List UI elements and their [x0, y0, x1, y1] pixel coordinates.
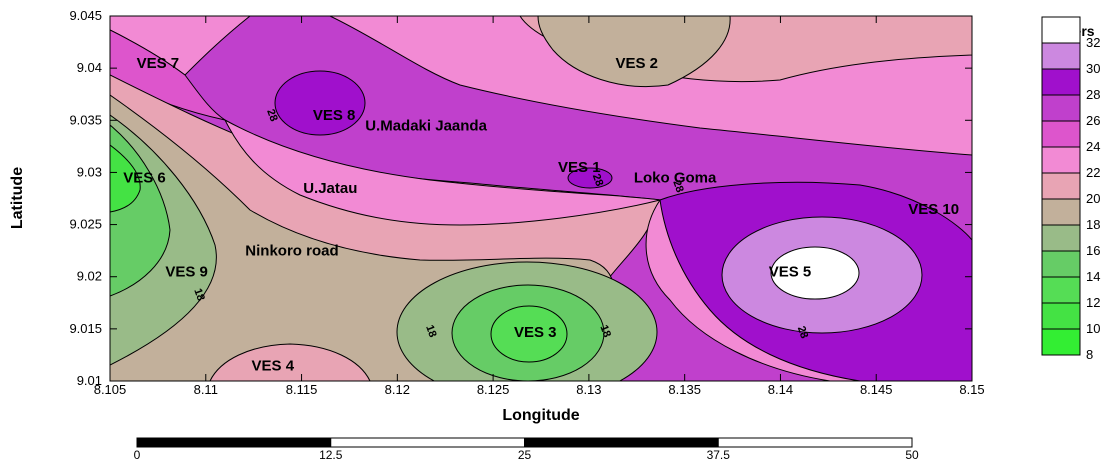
legend-swatch [1041, 250, 1081, 278]
contour-band-12-w [110, 144, 141, 213]
contour-band-32-e [770, 246, 860, 300]
x-tick-label: 8.14 [768, 382, 793, 397]
place-label: Loko Goma [634, 170, 717, 187]
plot-frame [109, 15, 973, 382]
legend-level-label: 32 [1086, 35, 1100, 50]
place-labels: VES 7 VES 2 VES 8 U.Madaki Jaanda VES 1 Loko … [123, 55, 959, 374]
legend-level-label: 18 [1086, 217, 1100, 232]
scale-bar-label: 37.5 [707, 448, 731, 461]
legend-swatch [1041, 224, 1081, 252]
y-tick-label: 9.02 [77, 269, 102, 284]
legend-level-label: 10 [1086, 321, 1100, 336]
contour-band-28-c [567, 167, 613, 189]
x-tick-label: 8.15 [959, 382, 984, 397]
scale-bar-label: 12.5 [319, 448, 343, 461]
legend-swatch [1041, 120, 1081, 148]
x-axis: 8.105 8.11 8.115 8.12 8.125 8.13 8.135 8.14 8.14… [94, 16, 985, 397]
x-axis-title: Longitude [502, 407, 579, 424]
place-label: VES 6 [123, 170, 166, 187]
y-axis-title: Latitude [9, 167, 26, 229]
scale-bar: 0 12.5 25 37.5 50 [134, 437, 919, 461]
legend-swatch [1041, 302, 1081, 330]
legend-level-label: 28 [1086, 87, 1100, 102]
place-label: VES 8 [313, 107, 356, 124]
x-tick-label: 8.115 [286, 382, 318, 397]
y-tick-label: 9.035 [69, 112, 102, 127]
x-tick-label: 8.105 [94, 382, 127, 397]
place-label: VES 3 [514, 324, 557, 341]
contour-value-label: 28 [795, 325, 810, 341]
contour-labels: 28 28 28 18 18 18 28 [191, 108, 810, 341]
legend-swatch [1041, 198, 1081, 226]
contour-value-label: 28 [264, 108, 279, 124]
contour-band-12-s [490, 305, 568, 363]
y-tick-label: 9.04 [77, 60, 102, 75]
scale-bar-segment [136, 437, 332, 448]
contour-value-label: 18 [423, 323, 438, 339]
x-tick-label: 8.13 [576, 382, 601, 397]
contour-band-20-s [209, 343, 371, 381]
scale-bar-segment [330, 437, 525, 448]
contour-value-label: 28 [590, 172, 605, 188]
scale-bar-label: 50 [905, 448, 919, 461]
scale-bar-label: 25 [518, 448, 532, 461]
scale-bar-segment [717, 437, 913, 448]
contour-band-28-nw [274, 70, 366, 136]
place-label: U.Madaki Jaanda [365, 118, 487, 135]
place-label: VES 7 [137, 55, 180, 72]
legend-level-label: 14 [1086, 269, 1100, 284]
place-label: VES 4 [252, 357, 295, 374]
legend-swatch [1041, 172, 1081, 200]
legend-swatch [1041, 42, 1081, 70]
y-tick-label: 9.015 [69, 321, 102, 336]
contour-value-label: 18 [597, 323, 612, 339]
legend-level-label: 16 [1086, 243, 1100, 258]
place-label: VES 10 [908, 201, 959, 218]
place-label: VES 2 [616, 55, 659, 72]
place-label: U.Jatau [303, 180, 357, 197]
place-label: VES 9 [165, 264, 208, 281]
legend-level-label: 22 [1086, 165, 1100, 180]
x-tick-label: 8.145 [860, 382, 893, 397]
legend-level-label: 8 [1086, 347, 1093, 362]
legend-swatch [1041, 276, 1081, 304]
y-tick-label: 9.01 [77, 373, 102, 388]
contour-fills [110, 16, 972, 381]
x-tick-label: 8.135 [668, 382, 701, 397]
legend-swatch [1041, 328, 1081, 356]
y-tick-label: 9.025 [69, 217, 102, 232]
place-label: Ninkoro road [245, 243, 338, 260]
y-axis: 9.01 9.015 9.02 9.025 9.03 9.035 9.04 9.045 [69, 8, 972, 388]
legend-level-label: 12 [1086, 295, 1100, 310]
contour-value-label: 18 [191, 287, 206, 303]
legend-level-label: 30 [1086, 61, 1100, 76]
x-tick-label: 8.11 [194, 382, 218, 397]
legend-level-label: 20 [1086, 191, 1100, 206]
y-tick-label: 9.03 [77, 164, 102, 179]
legend-swatch [1041, 94, 1081, 122]
scale-bar-label: 0 [134, 448, 141, 461]
legend-swatch-top [1041, 16, 1081, 44]
place-label: VES 5 [769, 264, 812, 281]
contour-value-label: 28 [670, 179, 685, 195]
legend-level-label: 24 [1086, 139, 1100, 154]
y-tick-label: 9.045 [69, 8, 102, 23]
x-tick-label: 8.12 [385, 382, 410, 397]
legend-level-label: 26 [1086, 113, 1100, 128]
contour-band-18-top [537, 16, 731, 88]
place-label: VES 1 [558, 159, 601, 176]
legend-swatch [1041, 68, 1081, 96]
legend-swatch [1041, 146, 1081, 174]
x-tick-label: 8.125 [477, 382, 510, 397]
scale-bar-segment [524, 437, 719, 448]
